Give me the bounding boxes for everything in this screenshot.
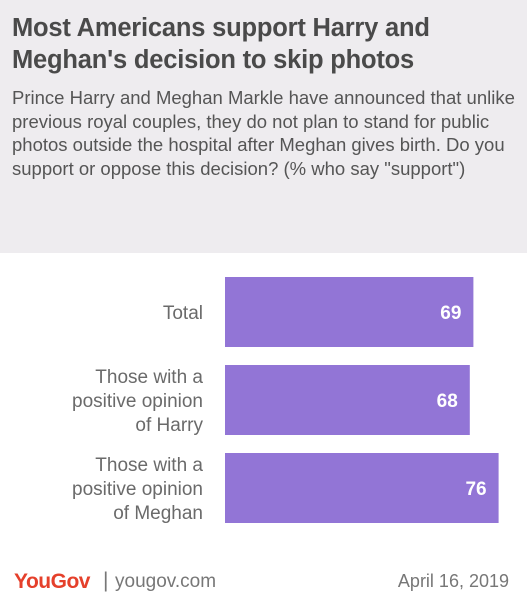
data-label-3: 76 <box>465 479 486 500</box>
category-label-line: of Harry <box>135 415 203 436</box>
category-label-line: of Meghan <box>113 503 203 524</box>
footer: YouGov | yougov.com April 16, 2019 <box>0 560 527 599</box>
bar-3 <box>225 453 499 523</box>
category-label-2: Those with a positive opinion of Harry <box>72 367 203 436</box>
category-label-1: Total <box>163 303 203 324</box>
category-label-line: Those with a <box>95 455 203 476</box>
footer-date: April 16, 2019 <box>397 571 509 591</box>
category-label-line: positive opinion <box>72 479 203 500</box>
footer-site: yougov.com <box>115 571 217 592</box>
data-label-2: 68 <box>437 391 458 412</box>
yougov-logo: YouGov <box>14 570 90 593</box>
bar-1 <box>225 277 474 347</box>
category-label-line: Total <box>163 303 203 324</box>
category-label-line: Those with a <box>95 367 203 388</box>
category-label-line: positive opinion <box>72 391 203 412</box>
chart-title: Most Americans support Harry and Meghan'… <box>12 14 430 74</box>
footer-separator: | <box>103 569 109 592</box>
bar-chart: 69 Total 68 Those with a positive opinion of … <box>72 277 499 524</box>
chart-header: Most Americans support Harry and Meghan'… <box>0 0 527 253</box>
chart-subtitle: Prince Harry and Meghan Markle have anno… <box>12 87 515 179</box>
category-label-3: Those with a positive opinion of Meghan <box>72 455 203 524</box>
data-label-1: 69 <box>440 303 461 324</box>
bar-2 <box>225 365 470 435</box>
